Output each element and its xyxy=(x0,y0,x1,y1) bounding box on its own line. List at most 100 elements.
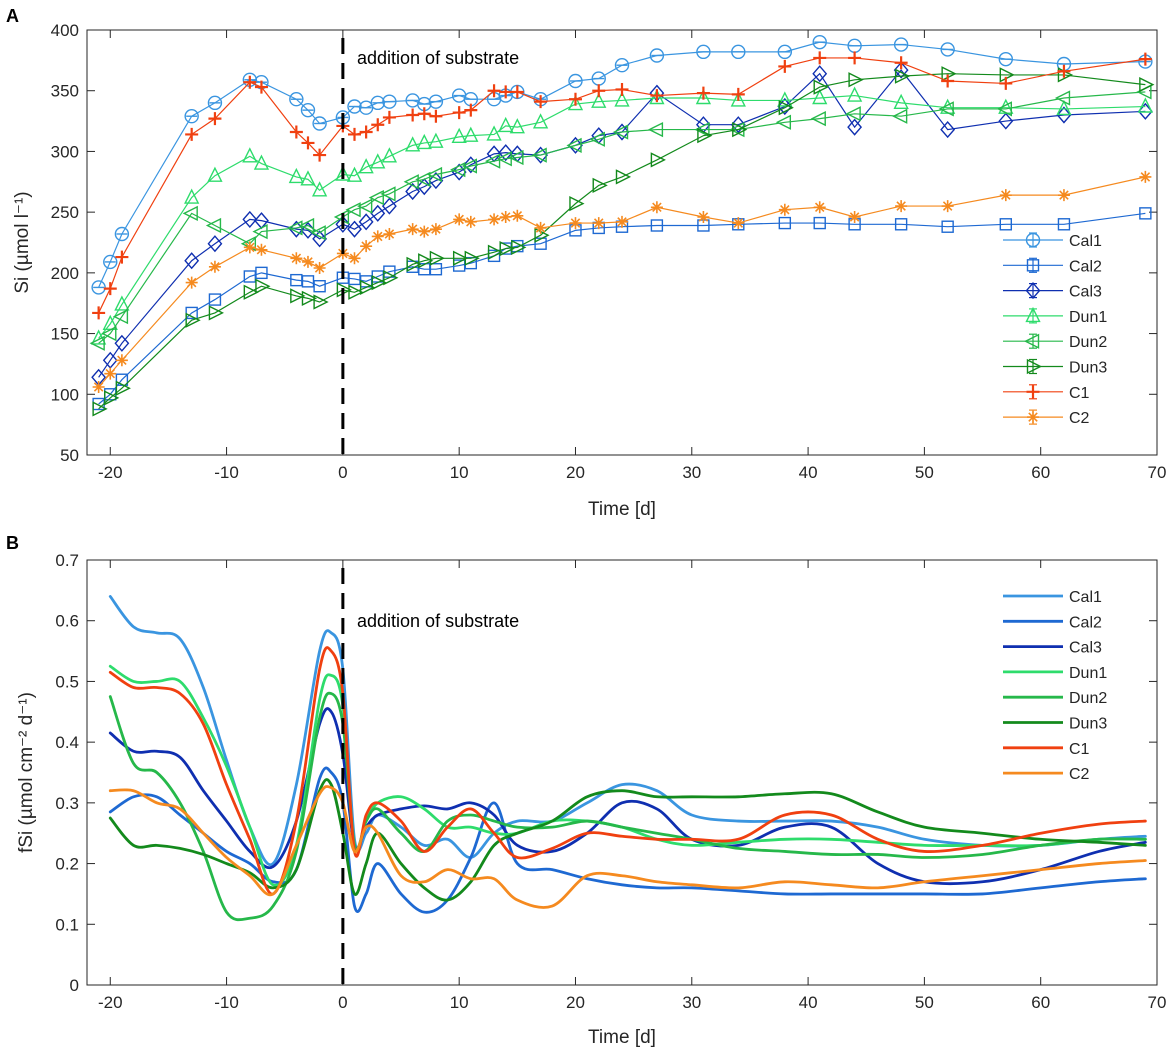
panel-a-point-dun2 xyxy=(892,108,908,124)
panel-a-legend: Cal1 Cal2 Cal3 Dun1 Dun2 Dun3 C1 C2 xyxy=(1003,232,1107,427)
panel-a-point-cal2 xyxy=(185,306,198,320)
panel-a-point-cal1 xyxy=(114,226,130,242)
panel-a-point-dun1 xyxy=(846,86,863,102)
panel-a-point-c1 xyxy=(510,85,524,99)
panel-a-point-dun1 xyxy=(532,113,549,129)
panel-a-point-dun2 xyxy=(205,217,222,234)
panel-a-point-cal1 xyxy=(207,95,223,111)
panel-a-point-cal3 xyxy=(463,156,479,174)
panel-a-point-c2 xyxy=(383,228,396,240)
panel-a-x-tick-label: 70 xyxy=(1148,463,1167,482)
panel-a-point-c1 xyxy=(348,127,361,141)
panel-a-letter: A xyxy=(6,6,19,26)
panel-a-point-cal1 xyxy=(649,48,665,63)
panel-a-point-c1 xyxy=(301,136,315,150)
panel-a-point-c1 xyxy=(406,108,420,122)
panel-a-point-c2 xyxy=(941,200,954,213)
panel-a-point-cal1 xyxy=(696,44,711,60)
panel-a-point-cal2 xyxy=(1139,207,1152,220)
panel-a-point-dun1 xyxy=(1056,99,1072,116)
panel-a-point-dun3 xyxy=(359,279,376,296)
panel-a-point-cal3 xyxy=(347,220,362,238)
panel-a-point-dun3 xyxy=(290,288,306,304)
panel-a-point-cal1 xyxy=(184,109,199,124)
panel-b-y-tick-label: 0.5 xyxy=(55,672,79,691)
panel-a-point-dun3 xyxy=(615,169,632,185)
panel-a-point-dun1 xyxy=(358,158,374,174)
panel-a-point-c1 xyxy=(185,127,199,141)
panel-a-point-c2 xyxy=(453,213,466,226)
panel-a-point-c2 xyxy=(371,230,384,243)
panel-a-point-cal3 xyxy=(614,123,630,141)
panel-a-point-dun3 xyxy=(499,240,515,257)
panel-a-point-c2 xyxy=(243,241,256,254)
panel-a-x-tick-label: -20 xyxy=(98,463,123,482)
panel-a-point-dun3 xyxy=(534,227,550,243)
panel-a-point-dun3 xyxy=(732,121,748,138)
panel-a-point-cal1 xyxy=(777,44,793,60)
panel-b-x-tick-label: 50 xyxy=(915,993,934,1012)
panel-a-point-dun1 xyxy=(893,93,909,110)
panel-a-point-c1 xyxy=(103,282,117,296)
panel-a-point-cal1 xyxy=(428,94,444,109)
panel-a-point-dun2 xyxy=(938,101,954,117)
panel-a-point-dun2 xyxy=(729,121,745,138)
panel-a-point-c1 xyxy=(1138,52,1152,66)
panel-a-point-dun3 xyxy=(569,196,585,212)
panel-a-point-cal3 xyxy=(335,215,351,233)
panel-a-point-cal1 xyxy=(731,44,746,60)
panel-a-legend-marker-cal1 xyxy=(1025,232,1041,248)
panel-a-point-dun3 xyxy=(813,79,829,95)
panel-a-point-dun1 xyxy=(695,88,712,105)
panel-a-y-tick-label: 50 xyxy=(60,446,79,465)
panel-a-point-dun3 xyxy=(464,250,480,266)
panel-a-point-cal1 xyxy=(91,280,106,295)
panel-a-point-dun2 xyxy=(380,186,396,202)
panel-a-point-dun1 xyxy=(812,88,828,105)
panel-b-letter: B xyxy=(6,533,19,553)
panel-b-y-tick-label: 0.6 xyxy=(55,612,79,631)
panel-b-curve-cal2 xyxy=(108,766,1147,914)
panel-a-point-c2 xyxy=(697,211,710,223)
panel-b-curve-dun1 xyxy=(108,664,1147,887)
panel-a-point-dun2 xyxy=(996,101,1013,117)
panel-a-point-c2 xyxy=(488,213,501,226)
panel-a-legend-marker-dun1 xyxy=(1025,306,1041,323)
panel-a-point-cal3 xyxy=(533,146,549,164)
panel-a-point-cal3 xyxy=(812,65,828,83)
panel-a-point-c1 xyxy=(429,109,443,123)
panel-a-point-c1 xyxy=(464,103,478,117)
panel-a-point-c1 xyxy=(371,118,385,132)
panel-a-point-c1 xyxy=(254,80,268,94)
panel-a-point-cal1 xyxy=(940,42,955,57)
panel-b-y-tick-label: 0.7 xyxy=(55,551,79,570)
panel-a-point-dun1 xyxy=(381,147,398,163)
panel-a-point-dun2 xyxy=(484,153,501,169)
panel-b-y-axis-label: fSi (µmol cm⁻² d⁻¹) xyxy=(16,692,37,853)
panel-a-x-tick-label: 10 xyxy=(450,463,469,482)
panel-a-point-dun3 xyxy=(208,305,225,321)
panel-a-point-dun2 xyxy=(415,171,431,187)
panel-a-point-c1 xyxy=(243,75,257,89)
panel-a-markers-c1 xyxy=(92,51,1152,320)
panel-a-point-cal3 xyxy=(207,235,223,253)
panel-a-point-c1 xyxy=(941,74,955,88)
panel-a-point-cal2 xyxy=(813,216,826,230)
panel-a-point-dun2 xyxy=(357,198,373,214)
panel-a-point-cal3 xyxy=(428,172,444,190)
panel-a-point-dun1 xyxy=(509,118,525,134)
panel-a-point-c2 xyxy=(813,201,826,214)
panel-a-point-cal3 xyxy=(184,252,200,270)
panel-a-point-c1 xyxy=(778,59,792,73)
panel-a-point-cal2 xyxy=(999,218,1013,231)
panel-a-point-dun3 xyxy=(429,250,445,266)
panel-a-point-dun1 xyxy=(777,91,793,107)
panel-a-point-dun2 xyxy=(508,149,524,166)
panel-a-point-c2 xyxy=(92,381,105,393)
panel-a-point-c1 xyxy=(568,92,582,106)
panel-a-point-dun3 xyxy=(894,68,911,84)
panel-a-point-dun3 xyxy=(104,390,120,406)
panel-a-point-dun2 xyxy=(450,162,466,178)
panel-a-point-dun2 xyxy=(612,124,629,140)
panel-a-point-cal3 xyxy=(1056,106,1072,124)
